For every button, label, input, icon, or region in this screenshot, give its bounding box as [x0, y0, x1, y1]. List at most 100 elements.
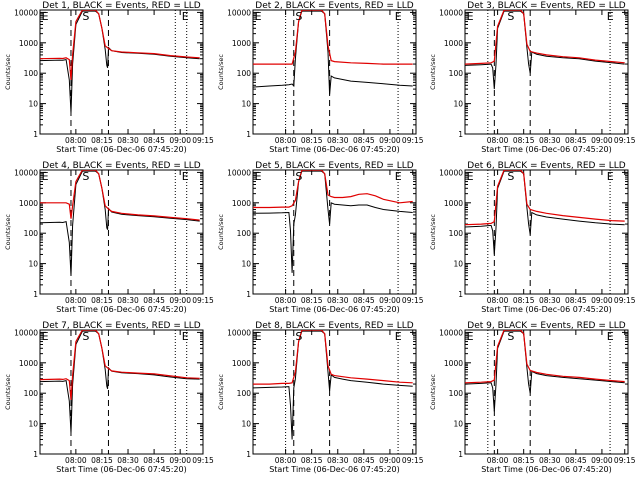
y-tick-label: 1000: [232, 359, 251, 368]
y-tick-label: 1: [33, 130, 38, 139]
x-tick-label: 08:15: [91, 136, 113, 145]
lld-series-line: [253, 330, 413, 385]
chart-title: Det 3, BLACK = Events, RED = LLD: [467, 1, 626, 11]
chart-panel-5: Det 5, BLACK = Events, RED = LLD 1 10 100 10…: [217, 161, 424, 314]
y-tick-label: 10000: [227, 328, 251, 337]
y-tick-label: 1000: [444, 39, 463, 48]
chart-panel-7: Det 7, BLACK = Events, RED = LLD 1 10 100 10…: [4, 321, 214, 474]
interval-marker-label: E: [182, 10, 189, 23]
y-tick-label: 1000: [232, 39, 251, 48]
x-tick-label: 08:30: [117, 296, 139, 305]
y-tick-label: 1: [458, 450, 463, 459]
chart-title: Det 9, BLACK = Events, RED = LLD: [467, 321, 626, 331]
plot-frame: [39, 329, 204, 455]
interval-marker-label: E: [42, 170, 49, 183]
chart-title: Det 6, BLACK = Events, RED = LLD: [467, 161, 626, 171]
y-tick-label: 1: [458, 290, 463, 299]
x-tick-label: 09:15: [192, 136, 214, 145]
y-tick-label: 10: [28, 260, 38, 269]
lld-series-line: [253, 170, 413, 209]
y-axis-label: Counts/sec: [4, 214, 12, 250]
interval-marker-label: E: [182, 170, 189, 183]
x-tick-label: 09:15: [402, 456, 424, 465]
x-tick-label: 08:15: [301, 136, 323, 145]
interval-marker-label: E: [467, 330, 474, 343]
x-tick-label: 08:45: [143, 296, 165, 305]
chart-title: Det 7, BLACK = Events, RED = LLD: [42, 321, 201, 331]
chart-panel-3: Det 3, BLACK = Events, RED = LLD 1 10 100 10…: [429, 1, 636, 154]
x-tick-label: 09:15: [614, 456, 636, 465]
x-tick-label: 08:30: [539, 296, 561, 305]
interval-marker-label: E: [607, 10, 614, 23]
x-tick-label: 09:00: [169, 296, 191, 305]
interval-marker-label: E: [255, 10, 262, 23]
x-axis-label: Start Time (06-Dec-06 07:45:20): [481, 145, 612, 154]
plot-frame: [464, 169, 629, 295]
x-axis-label: Start Time (06-Dec-06 07:45:20): [269, 465, 400, 474]
y-tick-label: 1000: [444, 359, 463, 368]
x-axis-label: Start Time (06-Dec-06 07:45:20): [56, 305, 187, 314]
chart-title: Det 1, BLACK = Events, RED = LLD: [42, 1, 201, 11]
y-axis-label: Counts/sec: [4, 54, 12, 90]
y-tick-label: 1: [246, 450, 251, 459]
interval-marker-label: E: [255, 330, 262, 343]
chart-title: Det 4, BLACK = Events, RED = LLD: [42, 161, 201, 171]
x-tick-label: 09:00: [379, 296, 401, 305]
x-tick-label: 09:00: [379, 136, 401, 145]
interval-marker-label: E: [607, 330, 614, 343]
interval-marker-label: E: [255, 170, 262, 183]
plot-frame: [464, 9, 629, 135]
x-tick-label: 08:30: [327, 456, 349, 465]
x-axis-label: Start Time (06-Dec-06 07:45:20): [269, 145, 400, 154]
x-axis-label: Start Time (06-Dec-06 07:45:20): [269, 305, 400, 314]
x-tick-label: 08:00: [65, 296, 87, 305]
plot-frame: [252, 9, 417, 135]
y-axis-label: Counts/sec: [429, 54, 437, 90]
y-axis-label: Counts/sec: [217, 54, 225, 90]
interval-marker-label: E: [42, 330, 49, 343]
interval-marker-label: E: [467, 170, 474, 183]
interval-marker-label: S: [82, 330, 89, 343]
x-tick-label: 08:45: [143, 456, 165, 465]
y-tick-label: 1000: [19, 39, 38, 48]
x-tick-label: 08:45: [565, 456, 587, 465]
interval-marker-label: S: [295, 10, 302, 23]
x-tick-label: 09:00: [169, 136, 191, 145]
interval-marker-label: S: [82, 170, 89, 183]
plot-frame: [252, 329, 417, 455]
x-tick-label: 08:45: [353, 456, 375, 465]
lld-series-line: [465, 330, 625, 384]
events-series-line: [253, 330, 413, 440]
x-tick-label: 08:15: [513, 296, 535, 305]
x-tick-label: 09:00: [379, 456, 401, 465]
x-tick-label: 08:00: [275, 136, 297, 145]
y-tick-label: 1: [33, 290, 38, 299]
lld-series-line: [40, 330, 200, 400]
y-tick-label: 10: [28, 420, 38, 429]
plot-frame: [39, 169, 204, 295]
y-axis-label: Counts/sec: [429, 214, 437, 250]
x-tick-label: 08:45: [143, 136, 165, 145]
interval-marker-label: S: [507, 330, 514, 343]
interval-marker-label: E: [395, 10, 402, 23]
y-tick-label: 100: [24, 229, 39, 238]
x-tick-label: 09:15: [402, 136, 424, 145]
x-axis-label: Start Time (06-Dec-06 07:45:20): [56, 145, 187, 154]
x-tick-label: 08:00: [487, 136, 509, 145]
events-series-line: [253, 10, 413, 95]
y-tick-label: 10: [453, 260, 463, 269]
y-tick-label: 1: [246, 290, 251, 299]
lld-series-line: [40, 10, 200, 80]
x-tick-label: 08:30: [539, 136, 561, 145]
x-tick-label: 08:15: [91, 456, 113, 465]
interval-marker-label: E: [182, 330, 189, 343]
chart-panel-8: Det 8, BLACK = Events, RED = LLD 1 10 100 10…: [217, 321, 424, 474]
x-tick-label: 08:30: [117, 136, 139, 145]
interval-marker-label: E: [42, 10, 49, 23]
y-tick-label: 10: [241, 100, 251, 109]
y-tick-label: 1000: [19, 199, 38, 208]
y-tick-label: 100: [24, 69, 39, 78]
lld-series-line: [40, 170, 200, 221]
y-tick-label: 100: [237, 229, 252, 238]
